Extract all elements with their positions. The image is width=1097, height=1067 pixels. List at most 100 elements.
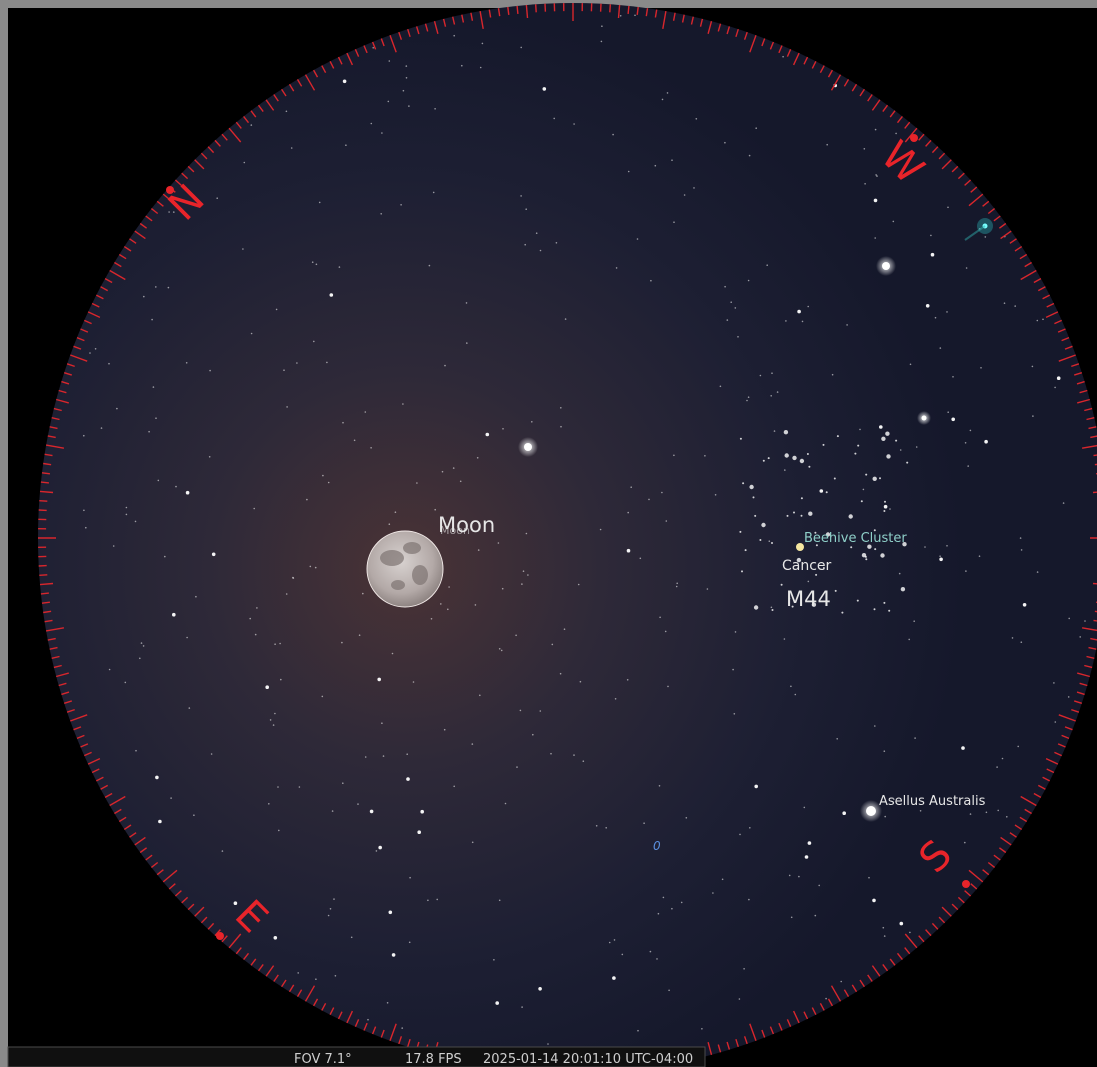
moon-label: Moon (438, 513, 495, 537)
star (773, 430, 776, 432)
star (269, 719, 272, 721)
ring-tick (174, 890, 182, 897)
star (443, 728, 446, 731)
star (135, 749, 137, 752)
star (675, 585, 678, 588)
star (341, 641, 343, 644)
star (599, 528, 602, 531)
star (401, 1027, 404, 1029)
star (946, 311, 948, 313)
star (560, 425, 562, 428)
ring-tick (40, 592, 49, 595)
ring-tick (91, 768, 100, 774)
ring-tick (87, 757, 101, 765)
ring-tick (100, 784, 109, 790)
star (272, 724, 275, 726)
ring-tick (281, 979, 287, 988)
ring-tick (51, 417, 60, 421)
ring-tick (1076, 691, 1085, 696)
ring-tick (114, 808, 122, 815)
ring-tick (871, 965, 881, 977)
star (613, 939, 616, 941)
star (872, 898, 876, 903)
ring-tick (187, 903, 195, 911)
star (776, 391, 779, 393)
cluster-star (884, 500, 886, 503)
ring-tick (1086, 417, 1095, 421)
star (249, 617, 251, 620)
star (277, 786, 279, 788)
star (387, 100, 390, 103)
ring-tick (1061, 336, 1070, 342)
star (296, 362, 298, 364)
star (840, 980, 842, 983)
star (453, 34, 456, 37)
ring-tick (45, 627, 65, 632)
fps: 17.8 FPS (405, 1052, 462, 1067)
star (211, 552, 216, 557)
cluster-star (796, 557, 802, 563)
ring-tick (654, 9, 658, 18)
ring-tick (1037, 784, 1046, 790)
star (527, 574, 529, 576)
star (704, 455, 706, 457)
cluster-star (872, 476, 877, 481)
ring-tick (329, 1007, 335, 1016)
star (495, 1001, 500, 1005)
ring-tick (811, 1007, 817, 1016)
star (372, 47, 375, 49)
ring-tick (1088, 426, 1097, 430)
star (1017, 745, 1019, 748)
ring-tick (194, 906, 205, 917)
star (253, 507, 255, 510)
star (925, 304, 930, 308)
ring-tick (221, 133, 228, 141)
ring-tick (896, 952, 903, 961)
star (755, 127, 757, 129)
ring-tick (859, 88, 865, 97)
ring-tick (867, 94, 873, 102)
star (185, 490, 190, 495)
star (434, 508, 437, 511)
ring-tick (982, 200, 990, 207)
star (1020, 549, 1023, 551)
star (984, 439, 988, 444)
ring-tick (803, 56, 809, 65)
star (961, 746, 965, 750)
star (298, 786, 301, 788)
cluster-star (780, 583, 783, 586)
ring-tick (304, 74, 316, 91)
star (564, 318, 567, 320)
cluster-star (744, 549, 747, 552)
ring-tick (150, 861, 159, 868)
star (680, 901, 683, 904)
star (516, 766, 518, 768)
ring-tick (442, 18, 447, 27)
star (797, 309, 801, 314)
cluster-star (861, 553, 867, 558)
star (290, 147, 293, 149)
ring-tick (488, 9, 492, 18)
cluster-star (806, 453, 809, 455)
star (883, 935, 886, 937)
star (173, 211, 175, 213)
ring-tick (174, 179, 182, 186)
ring-tick (265, 965, 275, 977)
ring-tick (312, 998, 319, 1007)
star (1084, 620, 1086, 622)
moon[interactable] (366, 530, 444, 608)
star (441, 470, 444, 473)
cluster-star (865, 558, 868, 561)
cluster-star (860, 500, 863, 503)
ring-tick (100, 286, 109, 292)
star (188, 707, 191, 709)
star (612, 976, 616, 980)
star (801, 320, 804, 323)
star (754, 784, 758, 789)
cluster-star (825, 532, 831, 537)
star (737, 336, 739, 338)
star (273, 936, 278, 940)
ring-tick (118, 816, 127, 823)
ring-tick (265, 99, 275, 111)
cluster-star (895, 439, 898, 442)
